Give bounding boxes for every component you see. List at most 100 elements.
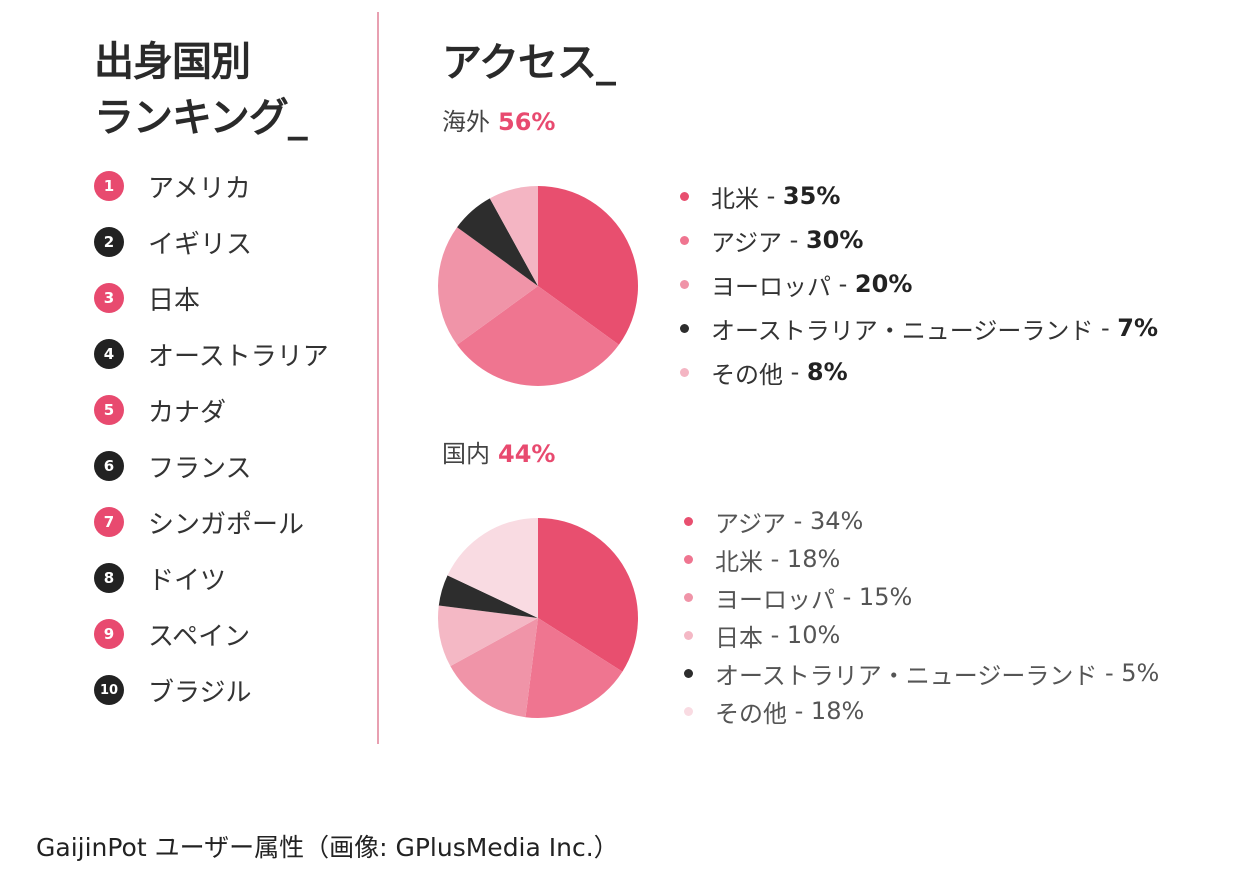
legend-value: 18%: [810, 697, 865, 725]
ranking-item: 1 アメリカ: [94, 158, 329, 214]
rank-country-name: イギリス: [148, 229, 253, 260]
legend-separator: -: [759, 182, 783, 210]
legend-dot: [680, 367, 689, 377]
legend-label: ヨーロッパ: [715, 585, 835, 614]
overseas-legend: 北米 - 35% アジア - 30% ヨーロッパ - 20% オーストラリア・ニュージ…: [680, 174, 1158, 394]
rank-country-name: アメリカ: [148, 173, 251, 204]
legend-separator: -: [786, 507, 810, 535]
overseas-label: 海外 56%: [442, 102, 555, 137]
rank-number-badge: 8: [94, 563, 124, 593]
legend-label: 日本: [715, 623, 763, 652]
rank-number-badge: 3: [94, 283, 124, 313]
domestic-pie-chart: [438, 518, 638, 718]
legend-item: オーストラリア・ニュージーランド - 5%: [684, 654, 1159, 692]
domestic-legend: アジア - 34% 北米 - 18% ヨーロッパ - 15% 日本 - 10% オースト…: [684, 502, 1159, 730]
rank-number-badge: 5: [94, 395, 124, 425]
legend-value: 7%: [1117, 314, 1158, 342]
rank-number-badge: 7: [94, 507, 124, 537]
ranking-list: 1 アメリカ 2 イギリス 3 日本 4 オーストラリア 5 カナダ 6 フランス 7 シンガポール 8 ドイ…: [94, 158, 329, 718]
legend-item: アジア - 34%: [684, 502, 1159, 540]
ranking-item: 3 日本: [94, 270, 329, 326]
legend-separator: -: [782, 226, 806, 254]
legend-dot: [684, 592, 693, 602]
pie-slice: [457, 286, 619, 386]
rank-country-name: スペイン: [148, 621, 251, 652]
legend-item: ヨーロッパ - 20%: [680, 262, 1158, 306]
rank-number-badge: 10: [94, 675, 124, 705]
pie-slice: [447, 518, 538, 618]
pie-slice: [457, 198, 538, 286]
domestic-percent: 44%: [498, 440, 556, 468]
ranking-item: 2 イギリス: [94, 214, 329, 270]
pie-slice: [489, 186, 538, 286]
legend-label: その他: [711, 360, 783, 389]
pie-slice: [438, 575, 538, 618]
legend-separator: -: [763, 621, 787, 649]
ranking-item: 8 ドイツ: [94, 550, 329, 606]
rank-country-name: ブラジル: [148, 677, 252, 708]
overseas-pie-chart: [438, 186, 638, 386]
ranking-item: 5 カナダ: [94, 382, 329, 438]
legend-label: 北米: [715, 547, 763, 576]
image-caption: GaijinPot ユーザー属性（画像: GPlusMedia Inc.）: [36, 833, 619, 862]
domestic-label: 国内 44%: [442, 434, 555, 469]
legend-item: アジア - 30%: [680, 218, 1158, 262]
legend-value: 30%: [805, 226, 864, 254]
legend-value: 20%: [854, 270, 913, 298]
rank-number-badge: 1: [94, 171, 124, 201]
rank-country-name: カナダ: [148, 397, 227, 428]
legend-separator: -: [783, 358, 807, 386]
pie-slice: [438, 605, 538, 667]
legend-item: その他 - 18%: [684, 692, 1159, 730]
pie-slice: [438, 227, 538, 345]
legend-item: オーストラリア・ニュージーランド - 7%: [680, 306, 1158, 350]
rank-country-name: ドイツ: [148, 565, 227, 596]
rank-number-badge: 6: [94, 451, 124, 481]
domestic-label-text: 国内: [442, 440, 490, 468]
legend-label: オーストラリア・ニュージーランド: [711, 316, 1094, 345]
overseas-label-text: 海外: [442, 108, 490, 136]
legend-label: その他: [715, 699, 787, 728]
legend-separator: -: [831, 270, 855, 298]
vertical-divider: [377, 12, 379, 744]
ranking-item: 6 フランス: [94, 438, 329, 494]
legend-item: ヨーロッパ - 15%: [684, 578, 1159, 616]
rank-number-badge: 2: [94, 227, 124, 257]
ranking-item: 10 ブラジル: [94, 662, 329, 718]
pie-slice: [538, 518, 638, 672]
legend-label: アジア: [711, 228, 783, 257]
legend-label: オーストラリア・ニュージーランド: [715, 661, 1098, 690]
legend-separator: -: [1093, 314, 1118, 342]
pie-slice: [538, 186, 638, 345]
ranking-title-line1: 出身国別: [94, 39, 251, 85]
legend-separator: -: [787, 697, 811, 725]
pie-slice: [450, 618, 538, 718]
legend-separator: -: [1097, 659, 1122, 687]
rank-country-name: シンガポール: [148, 509, 305, 540]
legend-dot: [680, 323, 689, 333]
legend-item: 北米 - 18%: [684, 540, 1159, 578]
overseas-percent: 56%: [498, 108, 556, 136]
legend-value: 15%: [858, 583, 913, 611]
ranking-title-line2: ランキング_: [94, 95, 308, 141]
legend-label: 北米: [711, 184, 759, 213]
legend-value: 5%: [1121, 659, 1160, 687]
legend-item: 日本 - 10%: [684, 616, 1159, 654]
rank-country-name: オーストラリア: [148, 341, 329, 372]
ranking-item: 4 オーストラリア: [94, 326, 329, 382]
rank-country-name: フランス: [148, 453, 252, 484]
rank-country-name: 日本: [148, 285, 201, 316]
rank-number-badge: 4: [94, 339, 124, 369]
legend-label: アジア: [715, 509, 787, 538]
legend-value: 35%: [782, 182, 841, 210]
legend-dot: [684, 630, 693, 640]
legend-separator: -: [835, 583, 859, 611]
legend-dot: [680, 191, 689, 201]
legend-dot: [680, 279, 689, 289]
ranking-item: 7 シンガポール: [94, 494, 329, 550]
legend-item: その他 - 8%: [680, 350, 1158, 394]
access-title: アクセス_: [442, 40, 616, 86]
legend-dot: [684, 706, 693, 716]
legend-item: 北米 - 35%: [680, 174, 1158, 218]
legend-value: 34%: [809, 507, 864, 535]
